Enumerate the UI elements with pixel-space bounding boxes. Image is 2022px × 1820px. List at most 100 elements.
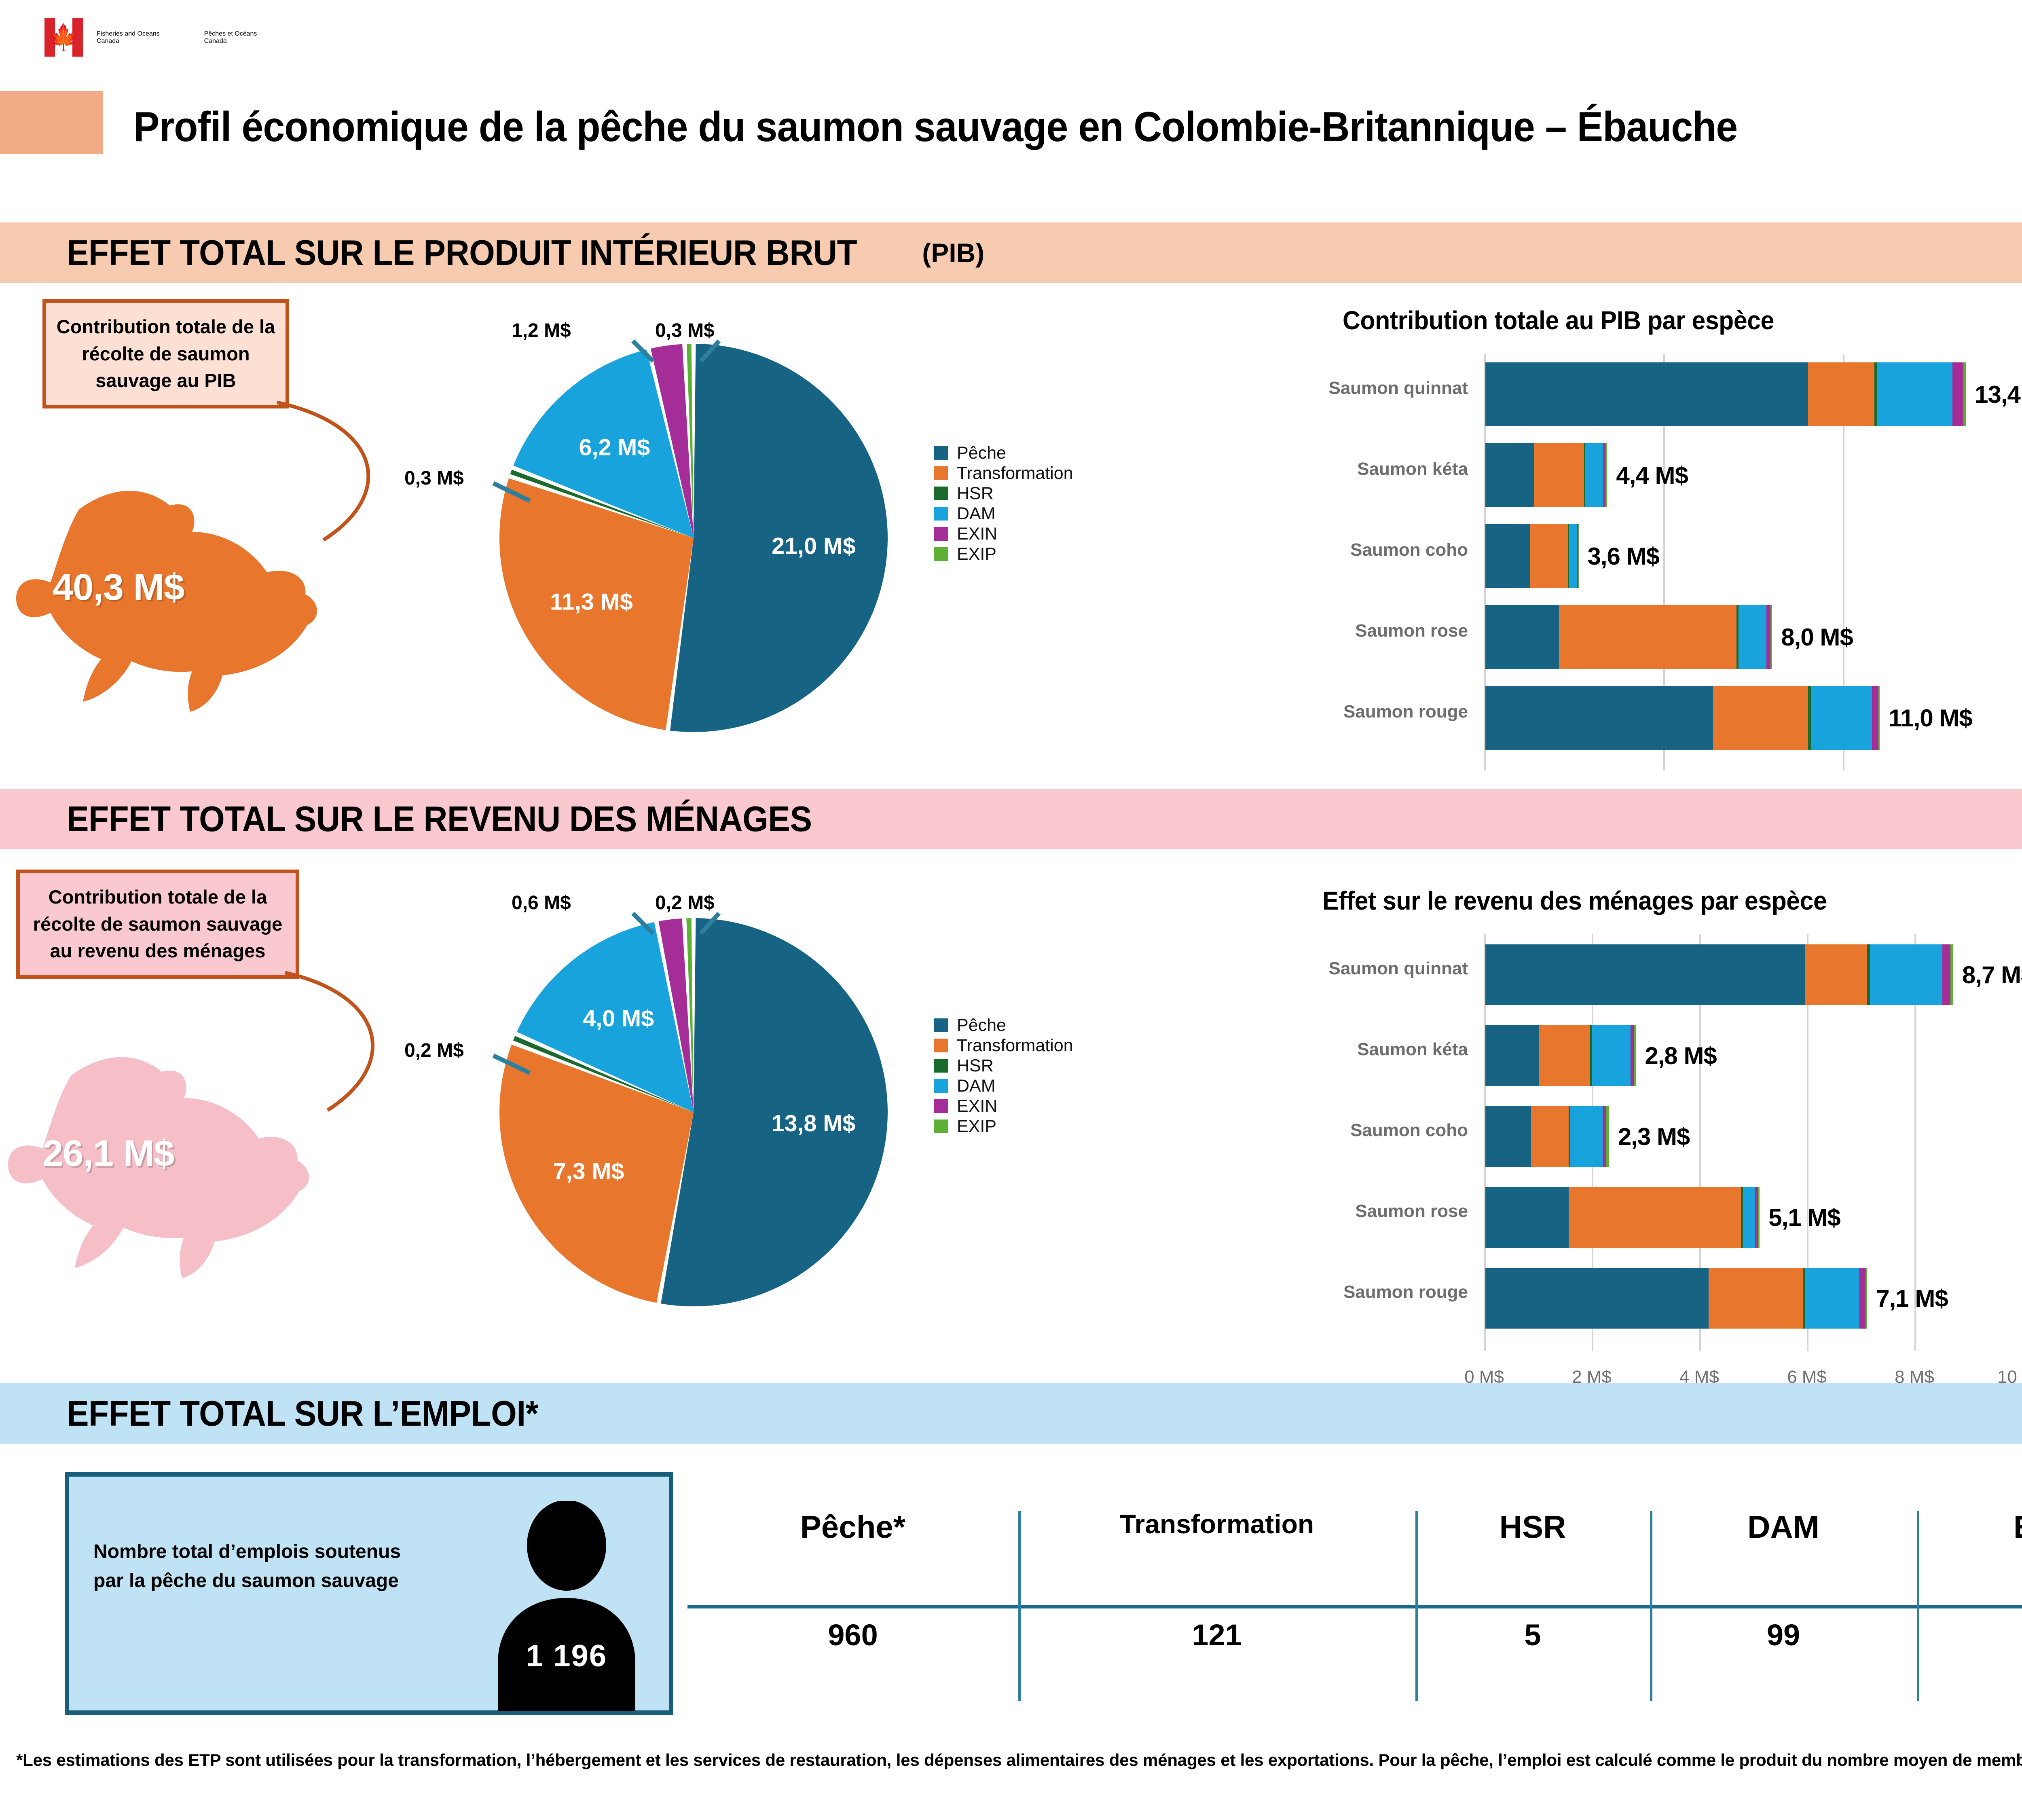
table-column-exin: EXIN 9 (1917, 1496, 2022, 1715)
table-value: 99 (1766, 1618, 1800, 1652)
bar-segment-exip (1605, 1106, 1609, 1167)
bar-segment-dam (1738, 605, 1767, 669)
table-column-hsr: HSR 5 (1415, 1496, 1650, 1715)
legend-label: EXIN (957, 524, 998, 544)
legend-item: Pêche (934, 443, 1073, 463)
bar-segment-hsr (1867, 944, 1870, 1005)
bar-category-label: Saumon rose (1355, 1201, 1468, 1221)
bar-segment-dam (1870, 944, 1943, 1005)
bar-row: 13,4 M$ (1485, 362, 2022, 426)
legend-swatch-peche (934, 446, 948, 460)
bar-row: 3,6 M$ (1485, 524, 1660, 588)
bar-segment-pêche (1485, 1106, 1531, 1167)
bar-total-label: 8,0 M$ (1781, 623, 1853, 651)
gridline (1914, 934, 1916, 1351)
legend-swatch-peche (934, 1018, 948, 1032)
bar-total-label: 7,1 M$ (1876, 1285, 1948, 1312)
table-column-peche: Pêche* 960 (687, 1496, 1018, 1715)
fish-total-income: 26,1 M$ (42, 1133, 174, 1174)
section-banner-income-title: EFFET TOTAL SUR LE REVENU DES MÉNAGES (67, 799, 812, 839)
bar-category-label: Saumon rouge (1343, 702, 1468, 722)
callout-income-connector (285, 971, 374, 1112)
pie-gdp-leader-exin (631, 339, 655, 363)
bar-row: 2,8 M$ (1485, 1025, 1717, 1086)
pie-chart-gdp: 21,0 M$ 11,3 M$ 6,2 M$ (491, 336, 896, 742)
legend-label: Pêche (957, 1015, 1006, 1035)
bar-segment-exin (1603, 443, 1605, 507)
gridline (1842, 354, 1844, 770)
salmon-silhouette-gdp (16, 491, 317, 712)
bar-segment-dam (1877, 362, 1953, 426)
title-accent-block (0, 91, 103, 154)
callout-income: Contribution totale de la récolte de sau… (16, 870, 299, 979)
bar-segment-dam (1592, 1025, 1631, 1086)
bar-segment-pêche (1485, 944, 1806, 1005)
legend-label: HSR (957, 1056, 994, 1075)
bar-segment-exin (1859, 1268, 1866, 1329)
table-header: EXIN (1917, 1509, 2022, 1545)
bar-segment-pêche (1485, 1187, 1569, 1248)
bar-segment-exin (1872, 686, 1878, 750)
table-divider (1018, 1511, 1021, 1701)
employment-total-card: Nombre total d’emplois soutenus par la p… (65, 1472, 673, 1715)
wordmark-en-line2: Canada (97, 37, 120, 44)
pie-slice-exip (686, 918, 694, 1112)
gridline (1807, 934, 1808, 1351)
pie-gdp-label-hsr: 0,3 M$ (404, 468, 464, 489)
pie-gdp-leader-exip (699, 339, 721, 363)
bar-segment-transformation (1539, 1025, 1591, 1086)
bar-category-label: Saumon rouge (1343, 1282, 1468, 1302)
pie-slice-pêche (670, 344, 888, 732)
government-wordmark: 🍁 Fisheries and Oceans Canada Pêches et … (44, 18, 257, 57)
page-title: Profil économique de la pêche du saumon … (133, 104, 1738, 150)
bar-segment-transformation (1713, 686, 1808, 750)
bar-segment-exip (1963, 362, 1966, 426)
legend-item: EXIP (934, 1116, 1073, 1136)
bar-total-label: 2,8 M$ (1645, 1042, 1717, 1069)
bar-segment-dam (1743, 1187, 1755, 1248)
employment-total-count: 1 196 (526, 1639, 607, 1673)
table-header-rule (687, 1605, 2022, 1608)
section-banner-gdp-title: EFFET TOTAL SUR LE PRODUIT INTÉRIEUR BRU… (67, 233, 857, 273)
section-banner-employment: EFFET TOTAL SUR L’EMPLOI* (0, 1383, 2022, 1444)
bar-segment-exip (1878, 686, 1880, 750)
legend-label: HSR (957, 483, 994, 503)
person-icon (498, 1501, 635, 1711)
bar-segment-hsr (1808, 686, 1811, 750)
bar-total-label: 3,6 M$ (1587, 542, 1659, 570)
legend-swatch-exip (934, 547, 948, 561)
bar-segment-exip (1758, 1187, 1760, 1248)
bar-row: 5,1 M$ (1485, 1187, 1841, 1248)
pie-slice-dam (513, 349, 694, 538)
bar-segment-dam (1570, 1106, 1603, 1167)
footnote: *Les estimations des ETP sont utilisées … (16, 1750, 2022, 1769)
pie-slice-label: 21,0 M$ (772, 533, 856, 559)
canada-flag-icon: 🍁 (44, 18, 83, 57)
bar-total-label: 8,7 M$ (1962, 961, 2022, 988)
bar-row: 8,0 M$ (1485, 605, 1853, 669)
legend-item: Transformation (934, 463, 1073, 483)
fish-total-gdp: 40,3 M$ (53, 567, 184, 608)
bar-segment-exin (1577, 524, 1578, 588)
gridline (1663, 354, 1665, 770)
gridline (1484, 934, 1486, 1351)
bar-segment-transformation (1808, 362, 1875, 426)
legend-label: DAM (957, 504, 996, 523)
pie-income-label-exip: 0,2 M$ (655, 892, 715, 914)
pie-slice-hsr (510, 470, 694, 538)
bar-segment-exip (1770, 605, 1772, 669)
bar-segment-exip (1578, 524, 1579, 588)
legend-swatch-transformation (934, 1039, 948, 1052)
legend-swatch-hsr (934, 1059, 948, 1073)
section-banner-gdp: EFFET TOTAL SUR LE PRODUIT INTÉRIEUR BRU… (0, 222, 2022, 283)
bar-category-label: Saumon kéta (1357, 459, 1468, 479)
chart-title: Contribution totale au PIB par espèce (1343, 306, 1774, 335)
bar-segment-hsr (1584, 443, 1585, 507)
bar-row: 11,0 M$ (1485, 686, 1973, 750)
section-banner-income: EFFET TOTAL SUR LE REVENU DES MÉNAGES (0, 789, 2022, 849)
table-header: HSR (1499, 1509, 1566, 1545)
bar-category-label: Saumon quinnat (1328, 959, 1468, 978)
pie-slice-exin (651, 344, 694, 538)
bar-row: 4,4 M$ (1485, 443, 1688, 507)
bar-segment-hsr (1567, 524, 1569, 588)
